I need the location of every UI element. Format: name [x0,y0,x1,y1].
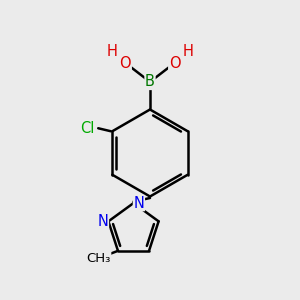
Text: O: O [169,56,180,71]
Text: H: H [183,44,194,59]
Text: N: N [134,196,144,211]
Text: B: B [145,74,155,89]
Text: CH₃: CH₃ [86,252,111,265]
Text: Cl: Cl [80,121,94,136]
Text: O: O [120,56,131,71]
Text: H: H [106,44,117,59]
Text: N: N [98,214,108,229]
